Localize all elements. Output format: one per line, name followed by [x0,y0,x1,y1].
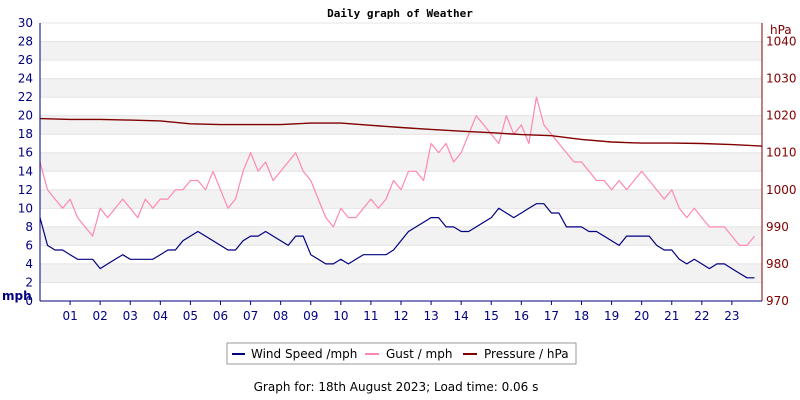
gust-series-group [39,96,755,246]
left-tick-label: 28 [18,35,33,49]
x-tick-label: 12 [393,309,408,323]
right-tick-label: 990 [766,220,789,234]
left-tick-label: 0 [25,294,33,308]
x-tick-label: 03 [123,309,138,323]
right-axis-ticks: 970 980 990 1000 1010 1020 1030 1040 [761,23,797,308]
grid-band [40,226,762,246]
x-tick-label: 23 [724,309,739,323]
chart-title: Daily graph of Weather [327,7,473,20]
wind-series-line [39,203,755,279]
x-tick-label: 11 [363,309,378,323]
left-tick-label: 18 [18,127,33,141]
x-tick-label: 04 [153,309,168,323]
grid-band [40,189,762,209]
x-tick-label: 15 [484,309,499,323]
legend-pressure-label: Pressure / hPa [484,347,569,361]
left-tick-label: 6 [25,238,33,252]
x-tick-label: 19 [604,309,619,323]
legend-wind-label: Wind Speed /mph [251,347,357,361]
right-tick-label: 1040 [766,35,797,49]
left-tick-label: 20 [18,109,33,123]
x-tick-label: 06 [213,309,228,323]
left-tick-label: 10 [18,201,33,215]
x-axis-ticks: 01 02 03 04 05 06 07 08 09 10 11 12 13 14 15 16 17 18 19 20… [40,300,762,323]
pressure-series-group [39,117,763,147]
left-tick-label: 2 [25,275,33,289]
right-tick-label: 970 [766,294,789,308]
x-tick-label: 10 [333,309,348,323]
left-tick-label: 4 [25,257,33,271]
right-tick-label: 1000 [766,183,797,197]
right-tick-label: 980 [766,257,789,271]
x-tick-label: 21 [664,309,679,323]
gust-series-line [39,96,755,246]
right-tick-label: 1020 [766,109,797,123]
pressure-series-line [39,117,763,147]
legend: Wind Speed /mph Gust / mph Pressure / hP… [226,342,577,365]
grid-bands [40,22,762,302]
x-tick-label: 22 [694,309,709,323]
footer-text: Graph for: 18th August 2023; Load time: … [254,380,539,394]
x-tick-label: 09 [303,309,318,323]
left-tick-label: 8 [25,220,33,234]
left-tick-label: 16 [18,146,33,160]
left-tick-label: 22 [18,90,33,104]
x-tick-label: 16 [514,309,529,323]
x-tick-label: 20 [634,309,649,323]
x-tick-label: 14 [454,309,469,323]
left-tick-label: 12 [18,183,33,197]
left-tick-label: 26 [18,53,33,67]
left-axis-unit: mph [2,289,32,303]
x-tick-label: 13 [423,309,438,323]
legend-gust-label: Gust / mph [386,347,452,361]
left-tick-label: 14 [18,164,33,178]
x-tick-label: 07 [243,309,258,323]
right-tick-label: 1010 [766,146,797,160]
x-tick-label: 18 [574,309,589,323]
wind-series-group [39,203,755,279]
grid-band [40,152,762,172]
grid-band [40,115,762,135]
grid-band [40,263,762,283]
right-tick-label: 1030 [766,72,797,86]
left-tick-label: 24 [18,72,33,86]
x-tick-label: 05 [183,309,198,323]
grid-band [40,41,762,61]
left-tick-label: 30 [18,16,33,30]
x-tick-label: 02 [93,309,108,323]
right-axis-unit: hPa [770,23,792,37]
x-tick-label: 08 [273,309,288,323]
x-tick-label: 17 [544,309,559,323]
grid-band [40,78,762,98]
x-tick-label: 01 [62,309,77,323]
